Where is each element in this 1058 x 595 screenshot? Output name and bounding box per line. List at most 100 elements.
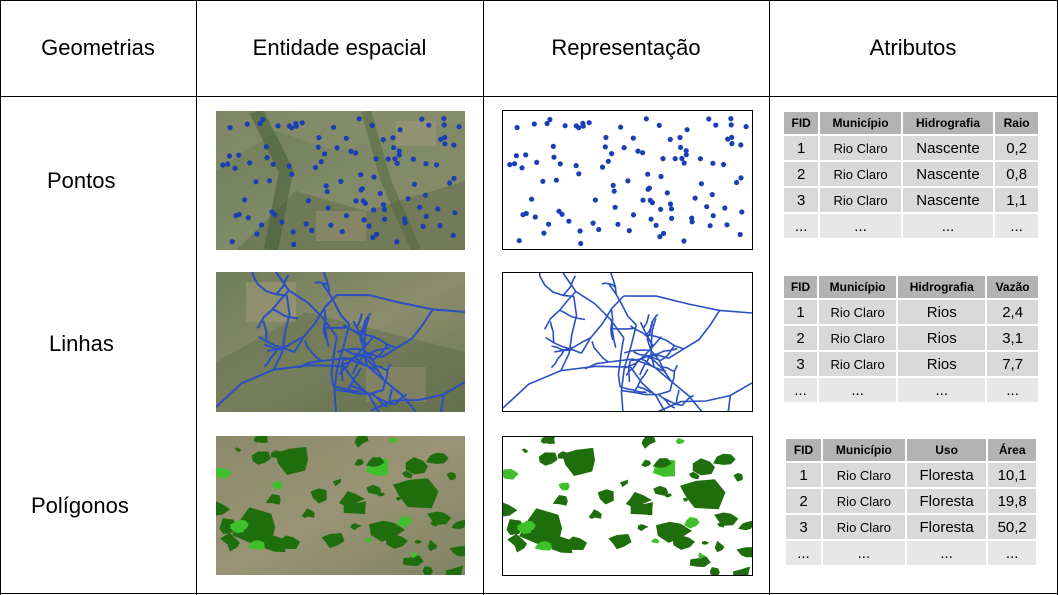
forest-polygon-symbols bbox=[503, 437, 752, 575]
point-marker bbox=[551, 154, 557, 160]
table-cell: Nascente bbox=[902, 188, 994, 212]
river-segment bbox=[539, 275, 574, 298]
point-marker bbox=[640, 197, 646, 203]
forest-polygon bbox=[736, 547, 752, 558]
point-marker bbox=[361, 217, 367, 223]
table-cell: Rio Claro bbox=[820, 136, 901, 160]
point-marker bbox=[648, 216, 654, 222]
river-segment bbox=[727, 395, 732, 411]
forest-polygon bbox=[354, 436, 369, 448]
forest-polygon bbox=[641, 459, 651, 467]
point-marker bbox=[456, 124, 462, 130]
river-segment bbox=[360, 332, 398, 349]
point-marker bbox=[382, 216, 388, 222]
forest-polygon bbox=[637, 524, 649, 532]
point-marker bbox=[658, 206, 664, 212]
river-segment bbox=[345, 367, 362, 392]
forest-polygon bbox=[251, 451, 271, 465]
point-marker bbox=[259, 222, 265, 228]
forest-polygon bbox=[619, 479, 629, 488]
point-marker bbox=[397, 127, 403, 133]
river-segment bbox=[345, 349, 373, 360]
forest-polygon bbox=[713, 453, 736, 465]
forest-polygon bbox=[652, 458, 672, 468]
point-marker bbox=[260, 116, 266, 123]
river-segment bbox=[637, 385, 652, 394]
river-segment bbox=[370, 392, 396, 406]
forest-polygon bbox=[449, 546, 465, 557]
row-label-linhas: Linhas bbox=[49, 331, 114, 356]
table-cell: 2,4 bbox=[987, 300, 1038, 324]
column-header: FID bbox=[786, 439, 821, 461]
satellite-image-polygons bbox=[216, 436, 465, 575]
point-marker bbox=[658, 173, 664, 180]
table-cell: Rio Claro bbox=[822, 489, 905, 513]
table-cell: 3,1 bbox=[987, 326, 1038, 350]
point-marker bbox=[257, 121, 263, 127]
point-marker bbox=[573, 123, 579, 129]
forest-polygon bbox=[733, 473, 743, 482]
point-marker bbox=[396, 152, 402, 158]
forest-polygon bbox=[392, 478, 439, 509]
point-marker bbox=[698, 181, 704, 187]
point-marker bbox=[411, 181, 417, 187]
point-marker bbox=[626, 228, 632, 234]
forest-polygon bbox=[534, 541, 553, 551]
river-segment bbox=[264, 344, 286, 351]
forest-polygon bbox=[385, 534, 408, 549]
point-marker bbox=[734, 179, 740, 186]
point-marker bbox=[710, 160, 716, 166]
point-marker bbox=[366, 223, 372, 229]
forest-polygon bbox=[338, 491, 365, 508]
forest-polygon bbox=[557, 451, 569, 459]
forest-polygon bbox=[321, 533, 345, 549]
vector-lines-representation bbox=[502, 272, 753, 412]
river-segment bbox=[293, 294, 338, 353]
table-header-row: FID Município Uso Área bbox=[786, 439, 1036, 461]
table-cell: Floresta bbox=[906, 515, 987, 539]
river-segment bbox=[333, 323, 351, 412]
forest-polygon bbox=[733, 566, 751, 575]
point-marker bbox=[410, 156, 416, 162]
forest-polygon bbox=[422, 566, 433, 575]
column-header: Município bbox=[822, 439, 905, 461]
point-marker bbox=[420, 223, 426, 230]
row-label-pontos: Pontos bbox=[47, 168, 116, 193]
river-segment bbox=[336, 294, 465, 313]
forest-polygon bbox=[558, 482, 570, 491]
forest-polygon bbox=[516, 520, 536, 532]
point-marker bbox=[402, 216, 408, 222]
point-marker bbox=[225, 161, 231, 167]
point-marker bbox=[290, 229, 296, 235]
table-cell: 1 bbox=[784, 136, 819, 160]
point-marker bbox=[232, 165, 238, 171]
point-marker bbox=[739, 209, 745, 215]
point-marker bbox=[270, 161, 276, 167]
point-marker bbox=[683, 148, 689, 154]
forest-polygon bbox=[672, 535, 695, 550]
river-segment bbox=[554, 337, 591, 353]
river-segment bbox=[727, 409, 730, 411]
point-marker bbox=[380, 137, 386, 143]
point-marker bbox=[544, 120, 550, 127]
table-cell: ... bbox=[987, 378, 1038, 402]
column-header: Uso bbox=[906, 439, 987, 461]
forest-polygon bbox=[717, 522, 725, 528]
point-marker bbox=[664, 190, 670, 196]
table-cell: ... bbox=[906, 541, 987, 565]
river-segment bbox=[267, 336, 305, 352]
point-marker bbox=[370, 234, 376, 241]
table-cell: Rio Claro bbox=[819, 352, 897, 376]
river-segment bbox=[388, 388, 393, 404]
point-marker bbox=[423, 213, 429, 219]
point-marker bbox=[405, 196, 411, 202]
forest-polygon bbox=[446, 565, 464, 575]
point-marker bbox=[402, 220, 408, 226]
forest-polygon bbox=[545, 534, 560, 544]
river-segment bbox=[627, 360, 632, 383]
point-marker bbox=[681, 238, 687, 244]
river-segment bbox=[263, 348, 278, 368]
table-cell: Rios bbox=[898, 352, 986, 376]
column-header: Hidrografia bbox=[902, 112, 994, 134]
point-marker bbox=[605, 158, 611, 164]
